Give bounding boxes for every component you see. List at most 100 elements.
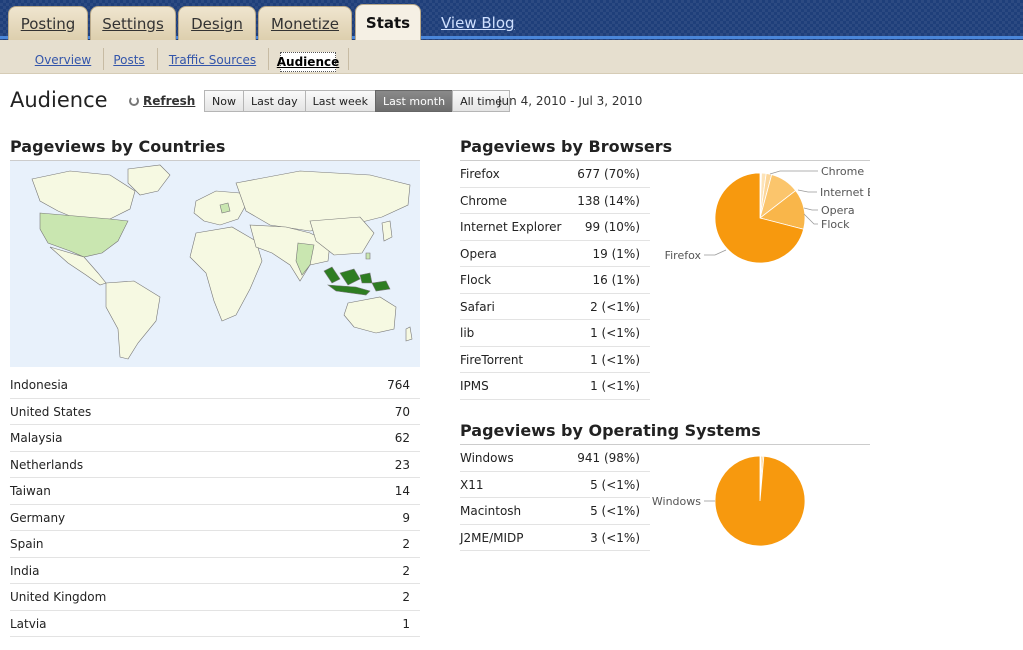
browser-row: Opera 19 (1%) xyxy=(460,241,650,267)
country-row: Taiwan 14 xyxy=(10,478,420,505)
view-blog-link[interactable]: View Blog xyxy=(441,14,515,32)
pie-leader-line xyxy=(797,189,817,193)
browser-row: Internet Explorer 99 (10%) xyxy=(460,214,650,241)
country-row: Malaysia 62 xyxy=(10,425,420,452)
stats-subnavigation xyxy=(0,40,1023,74)
os-heading-divider xyxy=(460,444,870,445)
tab-stats[interactable]: Stats xyxy=(355,4,421,40)
country-value: 23 xyxy=(394,457,410,472)
country-name: United Kingdom xyxy=(10,590,107,604)
browser-row: Firefox 677 (70%) xyxy=(460,161,650,188)
country-name: Indonesia xyxy=(10,378,69,392)
browser-name: Flock xyxy=(460,273,492,287)
browser-name: Chrome xyxy=(460,193,508,208)
pie-slice-windows xyxy=(714,455,806,547)
country-row: Spain 2 xyxy=(10,531,420,558)
country-value: 70 xyxy=(394,404,410,419)
country-name: United States xyxy=(10,404,92,419)
tab-design[interactable]: Design xyxy=(178,6,256,40)
country-value: 2 xyxy=(402,590,410,604)
os-pie-chart: Windows xyxy=(652,455,806,547)
pie-leader-line xyxy=(769,170,818,175)
browser-name: IPMS xyxy=(460,379,489,393)
country-name: Germany xyxy=(10,510,66,525)
world-map-graphic xyxy=(31,164,413,360)
country-name: Taiwan xyxy=(10,484,51,498)
country-value: 2 xyxy=(402,563,410,578)
world-map xyxy=(10,161,420,367)
tab-monetize[interactable]: Monetize xyxy=(258,6,352,40)
browser-row: FireTorrent 1 (<1%) xyxy=(460,347,650,373)
pie-label: Opera xyxy=(821,204,855,217)
os-heading: Pageviews by Operating Systems xyxy=(460,421,761,440)
browser-name: Internet Explorer xyxy=(460,220,562,234)
pie-label: Internet E: xyxy=(820,186,870,199)
time-range-selector: Now Last day Last week Last month All ti… xyxy=(204,90,511,112)
page-title: Audience xyxy=(10,88,108,112)
browser-name: Opera xyxy=(460,246,497,261)
browsers-heading-divider xyxy=(460,160,870,161)
os-row: Windows 941 (98%) xyxy=(460,445,650,472)
country-name: Latvia xyxy=(10,616,47,631)
os-value: 941 (98%) xyxy=(577,451,640,465)
refresh-button[interactable]: Refresh xyxy=(129,94,195,108)
range-now-button[interactable]: Now xyxy=(204,90,244,112)
country-row: United Kingdom 2 xyxy=(10,584,420,611)
date-range-text: Jun 4, 2010 - Jul 3, 2010 xyxy=(498,94,643,108)
country-value: 14 xyxy=(394,484,410,498)
browser-name: lib xyxy=(460,326,475,340)
browser-value: 677 (70%) xyxy=(577,167,640,181)
subnav-divider xyxy=(348,48,349,70)
country-value: 764 xyxy=(387,378,410,392)
country-name: India xyxy=(10,563,40,578)
pie-leader-line xyxy=(803,213,818,225)
os-value: 3 (<1%) xyxy=(590,530,640,545)
os-name: X11 xyxy=(460,477,484,492)
os-value: 5 (<1%) xyxy=(590,504,640,518)
refresh-label: Refresh xyxy=(143,94,196,108)
subtab-traffic-sources[interactable]: Traffic Sources xyxy=(168,53,257,67)
countries-heading: Pageviews by Countries xyxy=(10,137,226,156)
os-name: Windows xyxy=(460,451,514,465)
pie-label: Flock xyxy=(821,218,850,231)
browser-name: Safari xyxy=(460,299,495,314)
country-row: United States 70 xyxy=(10,399,420,425)
browser-value: 1 (<1%) xyxy=(590,352,640,367)
range-all-time-button[interactable]: All time xyxy=(452,90,511,112)
browser-value: 1 (<1%) xyxy=(590,326,640,340)
country-value: 2 xyxy=(402,537,410,551)
os-row: Macintosh 5 (<1%) xyxy=(460,498,650,525)
refresh-icon xyxy=(129,96,139,106)
range-last-week-button[interactable]: Last week xyxy=(304,90,376,112)
country-name: Spain xyxy=(10,537,44,551)
range-last-day-button[interactable]: Last day xyxy=(242,90,306,112)
os-name: Macintosh xyxy=(460,504,522,518)
pie-label: Firefox xyxy=(665,249,702,262)
browser-value: 138 (14%) xyxy=(577,193,640,208)
country-value: 1 xyxy=(402,616,410,631)
country-row: Germany 9 xyxy=(10,505,420,531)
country-value: 62 xyxy=(394,431,410,445)
range-last-month-button[interactable]: Last month xyxy=(374,90,454,112)
country-name: Malaysia xyxy=(10,431,63,445)
browser-name: FireTorrent xyxy=(460,352,524,367)
subnav-divider xyxy=(157,48,158,70)
browser-row: Flock 16 (1%) xyxy=(460,267,650,294)
browser-row: Chrome 138 (14%) xyxy=(460,188,650,214)
pie-label: Windows xyxy=(652,495,701,508)
pie-slice-firefox xyxy=(714,172,805,264)
tab-settings[interactable]: Settings xyxy=(90,6,176,40)
tab-posting[interactable]: Posting xyxy=(8,6,88,40)
subtab-audience[interactable]: Audience xyxy=(277,52,339,72)
country-value: 9 xyxy=(402,510,410,525)
os-name: J2ME/MIDP xyxy=(460,530,524,545)
country-row: Netherlands 23 xyxy=(10,452,420,478)
country-row: Indonesia 764 xyxy=(10,372,420,399)
subtab-overview[interactable]: Overview xyxy=(34,53,92,67)
browser-row: Safari 2 (<1%) xyxy=(460,294,650,320)
pie-leader-line xyxy=(803,207,818,211)
subtab-posts[interactable]: Posts xyxy=(113,53,145,67)
pie-label: Chrome xyxy=(821,165,864,178)
browser-value: 2 (<1%) xyxy=(590,299,640,314)
country-row: Latvia 1 xyxy=(10,611,420,637)
